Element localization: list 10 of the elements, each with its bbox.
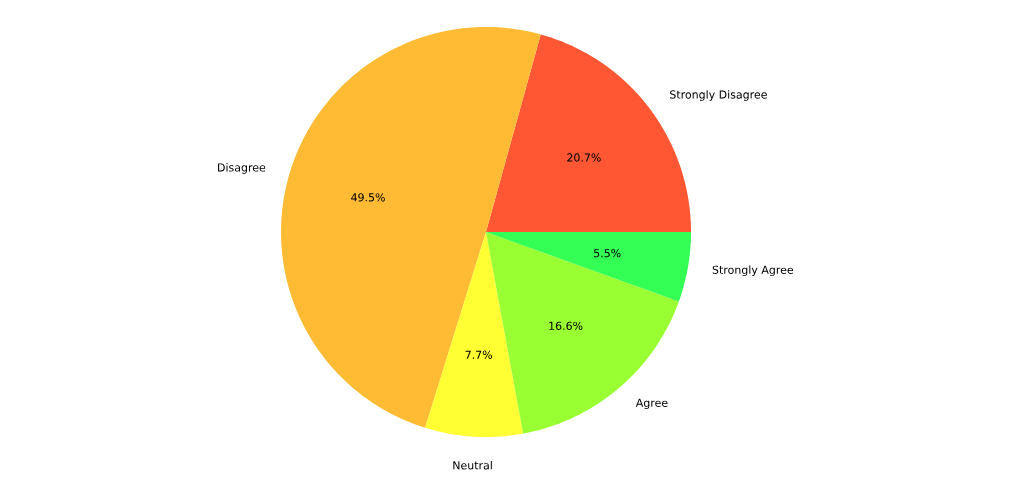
slice-label: Strongly Agree bbox=[712, 265, 794, 277]
data-label: 49.5% bbox=[351, 193, 385, 202]
slice-label: Disagree bbox=[218, 163, 266, 174]
slice-label: Agree bbox=[635, 398, 668, 410]
data-label: 16.6% bbox=[549, 321, 583, 330]
data-label: 7.7% bbox=[465, 350, 493, 359]
slice-label: Strongly Disagree bbox=[670, 90, 767, 101]
slice-label: Neutral bbox=[453, 460, 492, 470]
data-label: 5.5% bbox=[594, 249, 621, 258]
data-label: 20.7% bbox=[567, 153, 601, 162]
